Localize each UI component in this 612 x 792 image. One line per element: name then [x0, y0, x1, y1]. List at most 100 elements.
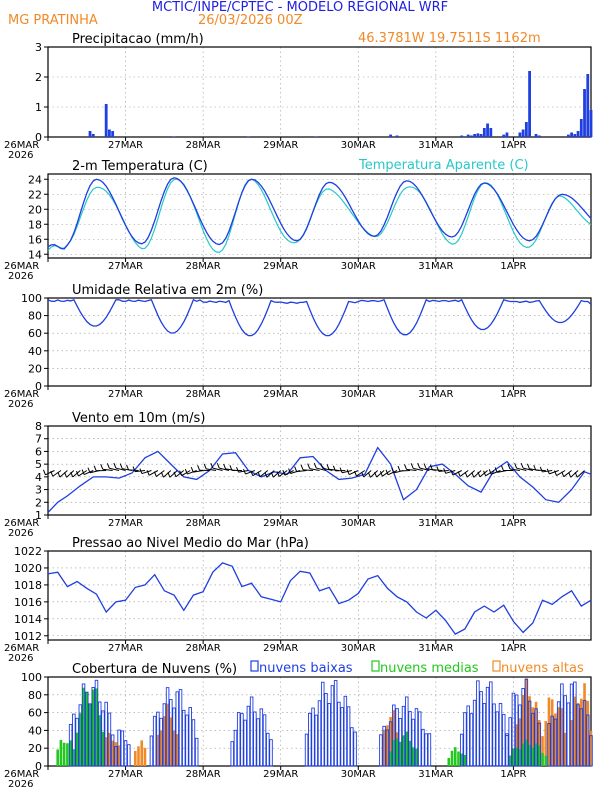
- cloud-low-bar: [417, 711, 422, 767]
- precip-bar: [88, 131, 92, 137]
- x-tick-label: 27MAR: [108, 389, 143, 400]
- y-tick-label: 1022: [14, 545, 42, 558]
- cloud-mid-bar: [457, 751, 460, 766]
- cloud-high-bar: [547, 697, 551, 766]
- wind-barb: [252, 470, 262, 477]
- wind-barb-tick: [106, 463, 110, 469]
- cloud-high-bar: [108, 732, 111, 766]
- wind-barb-tick: [42, 469, 46, 475]
- cloud-mid-bar: [528, 744, 531, 766]
- cloud-low-bar: [127, 744, 131, 767]
- precip-bar: [537, 135, 541, 137]
- wind-barb-tick: [184, 468, 188, 475]
- cloud-high-bar: [137, 746, 140, 766]
- cloud-low-bar: [501, 714, 506, 767]
- wind-barb-tick: [507, 463, 511, 470]
- x-tick-label: 31MAR: [418, 643, 453, 654]
- wind-barb-tick: [464, 471, 468, 478]
- cloud-low-bar: [304, 733, 309, 767]
- cloud-low-bar: [311, 707, 315, 767]
- cloud-low-bar: [408, 711, 412, 767]
- wind-barb: [509, 468, 520, 471]
- cloud-high-bar: [114, 742, 118, 766]
- cloud-low-bar: [333, 680, 338, 767]
- wind-barb: [219, 467, 230, 471]
- y-tick-label: 7: [35, 433, 42, 446]
- cloud-mid-bar: [95, 688, 98, 766]
- cloud-low-bar: [508, 717, 512, 767]
- cloud-low-bar: [469, 713, 474, 767]
- pressure-line: [47, 562, 592, 635]
- cloud-high-bar: [537, 720, 541, 766]
- x-tick-label: 1APR: [500, 389, 526, 400]
- cloud-low-bar: [398, 717, 403, 767]
- x-tick-label: 29MAR: [263, 518, 298, 529]
- apparent-temperature-line: [47, 178, 592, 254]
- cloud-mid-bar: [450, 750, 454, 766]
- wind-barb-tick: [203, 463, 207, 470]
- wind-barb-tick: [488, 469, 492, 475]
- cloud-low-bar: [350, 727, 354, 767]
- cloud-low-bar: [152, 715, 157, 767]
- y-tick-label: 20: [28, 362, 42, 375]
- x-tick-label: 30MAR: [341, 643, 376, 654]
- cloud-low-bar: [169, 699, 173, 767]
- wind-barb: [181, 470, 191, 477]
- cloud-high-bar: [541, 736, 544, 766]
- cloud-mid-bar: [399, 741, 402, 766]
- cloud-low-bar: [191, 719, 196, 767]
- panel-frame: [47, 676, 592, 767]
- cloud-mid-bar: [91, 689, 95, 766]
- cloud-high-bar: [175, 734, 179, 766]
- y-tick-label: 14: [28, 248, 42, 261]
- wind-barb-tick: [397, 465, 401, 472]
- wind-barb: [406, 468, 417, 471]
- cloud-low-bar: [159, 717, 163, 767]
- wind-barb: [284, 470, 294, 476]
- wind-barb-tick: [132, 466, 136, 472]
- wind-barb-tick: [173, 471, 177, 477]
- x-tick-label: 29MAR: [263, 389, 298, 400]
- cloud-mid-bar: [82, 687, 85, 766]
- cloud-low-bar: [230, 741, 234, 767]
- temperature-line: [47, 177, 592, 250]
- wind-barb-tick: [270, 472, 274, 478]
- y-tick-label: 2: [35, 496, 42, 509]
- wind-barb-tick: [568, 472, 572, 478]
- cloud-low-bar: [72, 713, 76, 767]
- cloud-low-bar: [94, 679, 99, 767]
- y-tick-label: 1020: [14, 562, 42, 575]
- wind-barb: [148, 470, 159, 476]
- x-tick-label: 31MAR: [418, 769, 453, 780]
- wind-barb: [370, 470, 379, 478]
- cloud-low-bar: [489, 681, 493, 767]
- cloud-low-bar: [314, 714, 319, 767]
- panel-frame: [47, 46, 592, 138]
- panel-title: Cobertura de Nuvens (%): [72, 662, 237, 677]
- cloud-low-bar: [521, 687, 525, 767]
- wind-barb: [576, 470, 585, 478]
- wind-barb: [376, 470, 385, 478]
- precip-bar: [489, 128, 493, 137]
- x-tick-label: 27MAR: [108, 769, 143, 780]
- wind-barb: [83, 470, 94, 476]
- cloud-low-bar: [269, 739, 273, 767]
- wind-barb-tick: [243, 468, 246, 475]
- cloud-mid-bar: [544, 755, 548, 766]
- cloud-high-bar: [382, 729, 386, 766]
- wind-barb-tick: [190, 466, 194, 473]
- wind-barb: [206, 468, 217, 471]
- cloud-low-bar: [340, 707, 344, 767]
- cloud-low-bar: [405, 696, 409, 767]
- x-tick-label: 28MAR: [186, 643, 221, 654]
- cloud-low-bar: [518, 704, 522, 767]
- wind-barb-tick: [436, 466, 440, 472]
- cloud-low-bar: [573, 681, 577, 767]
- x-tick-label: 30MAR: [341, 389, 376, 400]
- wind-barb-tick: [294, 466, 298, 472]
- cloud-low-bar: [534, 708, 538, 767]
- cloud-low-bar: [553, 718, 558, 767]
- wind-barb-tick: [70, 471, 74, 478]
- cloud-low-bar: [514, 694, 519, 767]
- y-tick-label: 0: [35, 131, 42, 144]
